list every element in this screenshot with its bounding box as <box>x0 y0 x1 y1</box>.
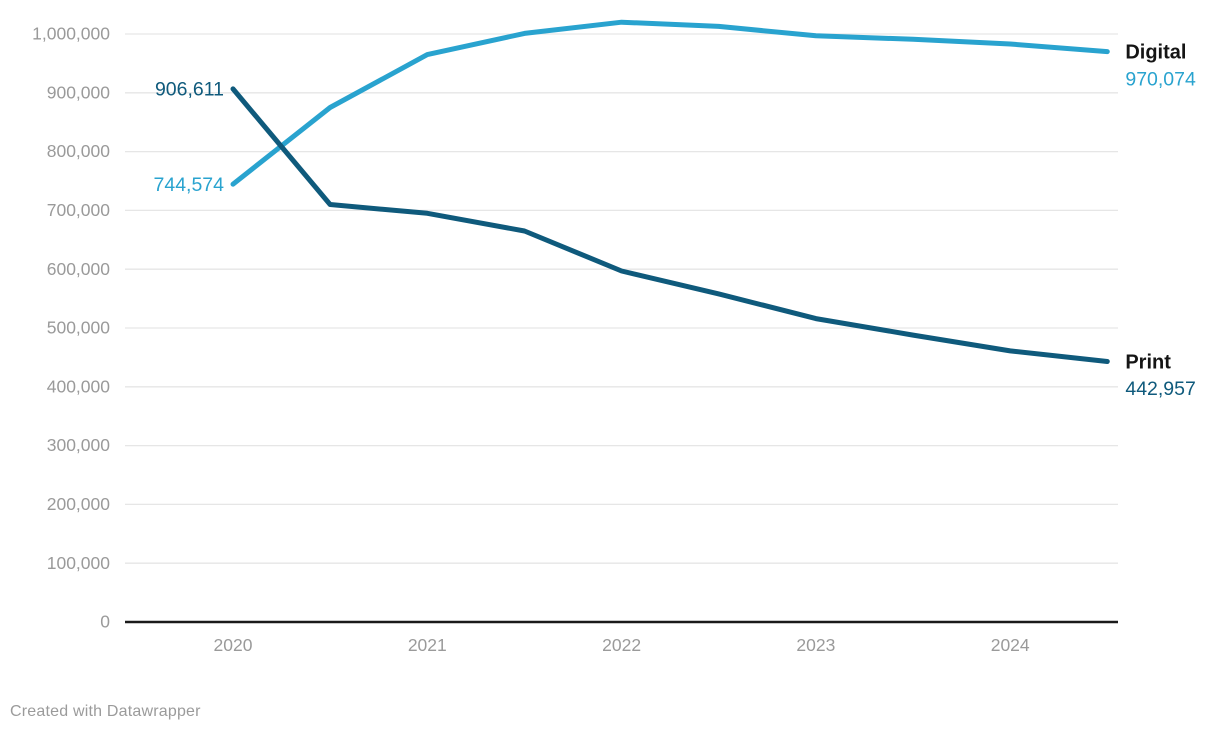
y-tick-label: 0 <box>100 612 110 632</box>
print-name-label: Print <box>1125 351 1171 373</box>
digital-start-value-label: 744,574 <box>154 174 225 196</box>
y-tick-label: 1,000,000 <box>32 24 110 44</box>
digital-line <box>230 19 1110 187</box>
print-start-value-label: 906,611 <box>155 79 224 101</box>
print-line <box>230 86 1110 364</box>
y-tick-label: 900,000 <box>47 82 111 102</box>
x-tick-label: 2023 <box>796 635 835 655</box>
y-tick-label: 500,000 <box>47 318 111 338</box>
y-tick-label: 600,000 <box>47 259 111 279</box>
digital-name-label: Digital <box>1125 41 1186 63</box>
datawrapper-credit: Created with Datawrapper <box>10 703 201 720</box>
y-tick-label: 100,000 <box>47 553 111 573</box>
y-tick-label: 300,000 <box>47 435 111 455</box>
x-tick-label: 2021 <box>408 635 447 655</box>
y-tick-label: 400,000 <box>47 376 111 396</box>
digital-end-value-label: 970,074 <box>1125 68 1196 90</box>
x-tick-label: 2022 <box>602 635 641 655</box>
y-tick-label: 700,000 <box>47 200 111 220</box>
y-tick-label: 800,000 <box>47 141 111 161</box>
x-tick-label: 2024 <box>991 635 1030 655</box>
print-end-value-label: 442,957 <box>1125 378 1196 400</box>
x-tick-label: 2020 <box>214 635 253 655</box>
y-tick-label: 200,000 <box>47 494 111 514</box>
